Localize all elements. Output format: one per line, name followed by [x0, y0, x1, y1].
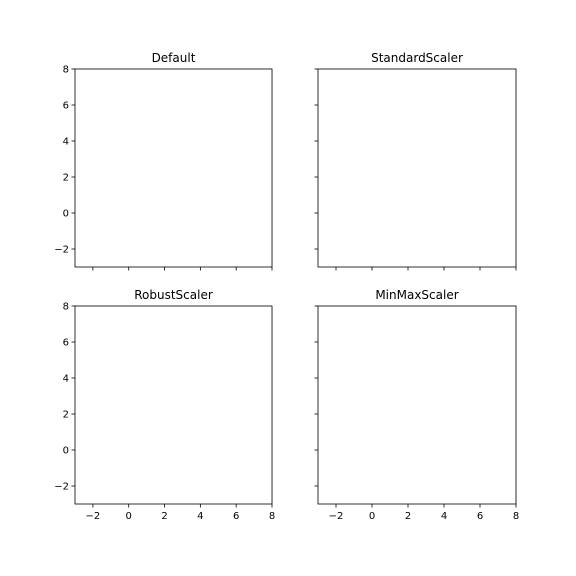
x-tick-label: 2 [161, 511, 167, 522]
y-tick-label: 6 [63, 338, 69, 349]
subplot-title: RobustScaler [134, 288, 213, 302]
subplot-4: −2 0 2 4 6 8 MinMaxScaler [314, 288, 519, 522]
x-tick-label: 2 [405, 511, 411, 522]
x-tick-label: 8 [513, 511, 519, 522]
axes-frame [74, 68, 273, 268]
subplot-2: StandardScaler [314, 51, 517, 271]
y-tick-label: 6 [63, 101, 69, 112]
y-tick-label: 4 [63, 374, 69, 385]
subplot-3: −2 0 2 4 6 8 −2 0 2 4 6 8 RobustScaler [54, 288, 275, 522]
subplot-1: −2 0 2 4 6 8 Default [54, 51, 273, 271]
x-tick-label: −2 [329, 511, 344, 522]
y-tick-label: 4 [63, 137, 69, 148]
y-tick-label: −2 [54, 245, 69, 256]
x-tick-label: 6 [477, 511, 483, 522]
subplot-title: MinMaxScaler [375, 288, 458, 302]
subplot-title: StandardScaler [371, 51, 463, 65]
x-tick-label: 8 [269, 511, 275, 522]
axes-frame [317, 68, 517, 268]
x-tick-label: −2 [86, 511, 101, 522]
subplot-title: Default [152, 51, 196, 65]
x-tick-label: 0 [369, 511, 375, 522]
y-tick-label: 0 [63, 446, 69, 457]
y-tick-label: 2 [63, 410, 69, 421]
axes-frame [317, 305, 517, 505]
x-tick-label: 4 [441, 511, 447, 522]
y-tick-label: 8 [63, 302, 69, 313]
y-tick-label: 8 [63, 65, 69, 76]
y-tick-label: 0 [63, 209, 69, 220]
axes-frame [74, 305, 273, 505]
y-tick-label: −2 [54, 482, 69, 493]
x-tick-label: 6 [233, 511, 239, 522]
x-tick-label: 0 [126, 511, 132, 522]
x-tick-label: 4 [197, 511, 203, 522]
y-tick-label: 2 [63, 173, 69, 184]
